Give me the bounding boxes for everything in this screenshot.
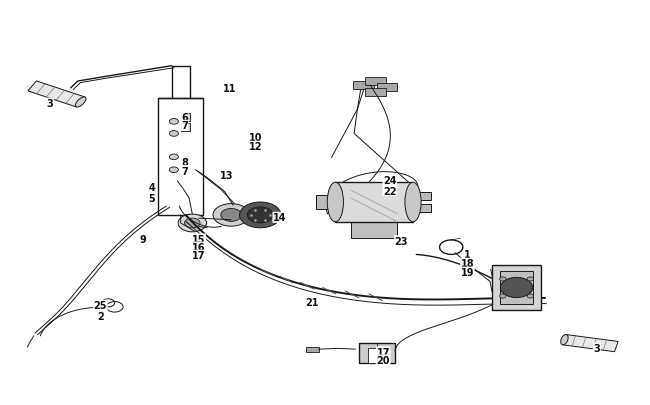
- Text: 15: 15: [192, 234, 205, 245]
- Bar: [500, 272, 534, 304]
- Text: 16: 16: [192, 243, 205, 253]
- Bar: [415, 205, 431, 213]
- Text: 24: 24: [383, 176, 396, 186]
- Ellipse shape: [561, 335, 568, 345]
- Text: 3: 3: [47, 99, 53, 109]
- Text: 11: 11: [223, 84, 237, 94]
- Circle shape: [170, 119, 178, 125]
- Bar: [415, 192, 431, 200]
- Ellipse shape: [327, 183, 343, 222]
- Text: 5: 5: [148, 194, 155, 203]
- Text: 20: 20: [376, 355, 390, 365]
- Bar: [181, 124, 190, 132]
- Text: 13: 13: [220, 171, 233, 181]
- Bar: [365, 78, 386, 86]
- Text: 8: 8: [181, 157, 188, 167]
- Circle shape: [500, 294, 506, 298]
- Circle shape: [500, 278, 533, 298]
- Circle shape: [221, 209, 242, 222]
- Circle shape: [240, 202, 281, 228]
- Bar: [354, 82, 374, 90]
- Text: 4: 4: [148, 182, 155, 192]
- Bar: [158, 99, 203, 215]
- Ellipse shape: [405, 183, 421, 222]
- Bar: [316, 195, 334, 210]
- Text: 9: 9: [139, 234, 146, 245]
- Circle shape: [527, 294, 534, 298]
- Circle shape: [170, 168, 178, 173]
- Text: 18: 18: [461, 259, 474, 269]
- Circle shape: [185, 219, 200, 228]
- Bar: [335, 183, 413, 222]
- Bar: [306, 347, 318, 352]
- Circle shape: [527, 277, 534, 281]
- Bar: [359, 343, 395, 363]
- Text: 17: 17: [376, 347, 390, 357]
- Text: 14: 14: [273, 213, 287, 223]
- Text: 6: 6: [181, 112, 188, 122]
- Polygon shape: [28, 82, 85, 108]
- Text: 25: 25: [94, 301, 107, 311]
- Circle shape: [500, 277, 506, 281]
- Text: 23: 23: [395, 236, 408, 246]
- Text: 19: 19: [461, 267, 474, 277]
- Bar: [368, 348, 386, 363]
- Circle shape: [170, 131, 178, 137]
- Circle shape: [213, 204, 249, 227]
- Ellipse shape: [75, 98, 86, 108]
- Circle shape: [248, 207, 273, 224]
- Bar: [492, 266, 541, 310]
- Text: 3: 3: [593, 343, 600, 353]
- Circle shape: [170, 155, 178, 160]
- Text: 21: 21: [306, 297, 318, 307]
- Text: 22: 22: [383, 186, 396, 196]
- Text: 12: 12: [249, 142, 263, 152]
- Bar: [377, 83, 398, 92]
- Circle shape: [178, 215, 207, 232]
- Bar: [365, 89, 386, 97]
- Text: 10: 10: [249, 133, 263, 143]
- Text: 1: 1: [464, 250, 471, 260]
- Text: 7: 7: [181, 166, 188, 176]
- Bar: [181, 114, 190, 122]
- Polygon shape: [351, 222, 398, 238]
- Text: 17: 17: [192, 251, 205, 260]
- Polygon shape: [563, 335, 618, 352]
- Text: 7: 7: [181, 121, 188, 131]
- Text: 2: 2: [97, 311, 104, 321]
